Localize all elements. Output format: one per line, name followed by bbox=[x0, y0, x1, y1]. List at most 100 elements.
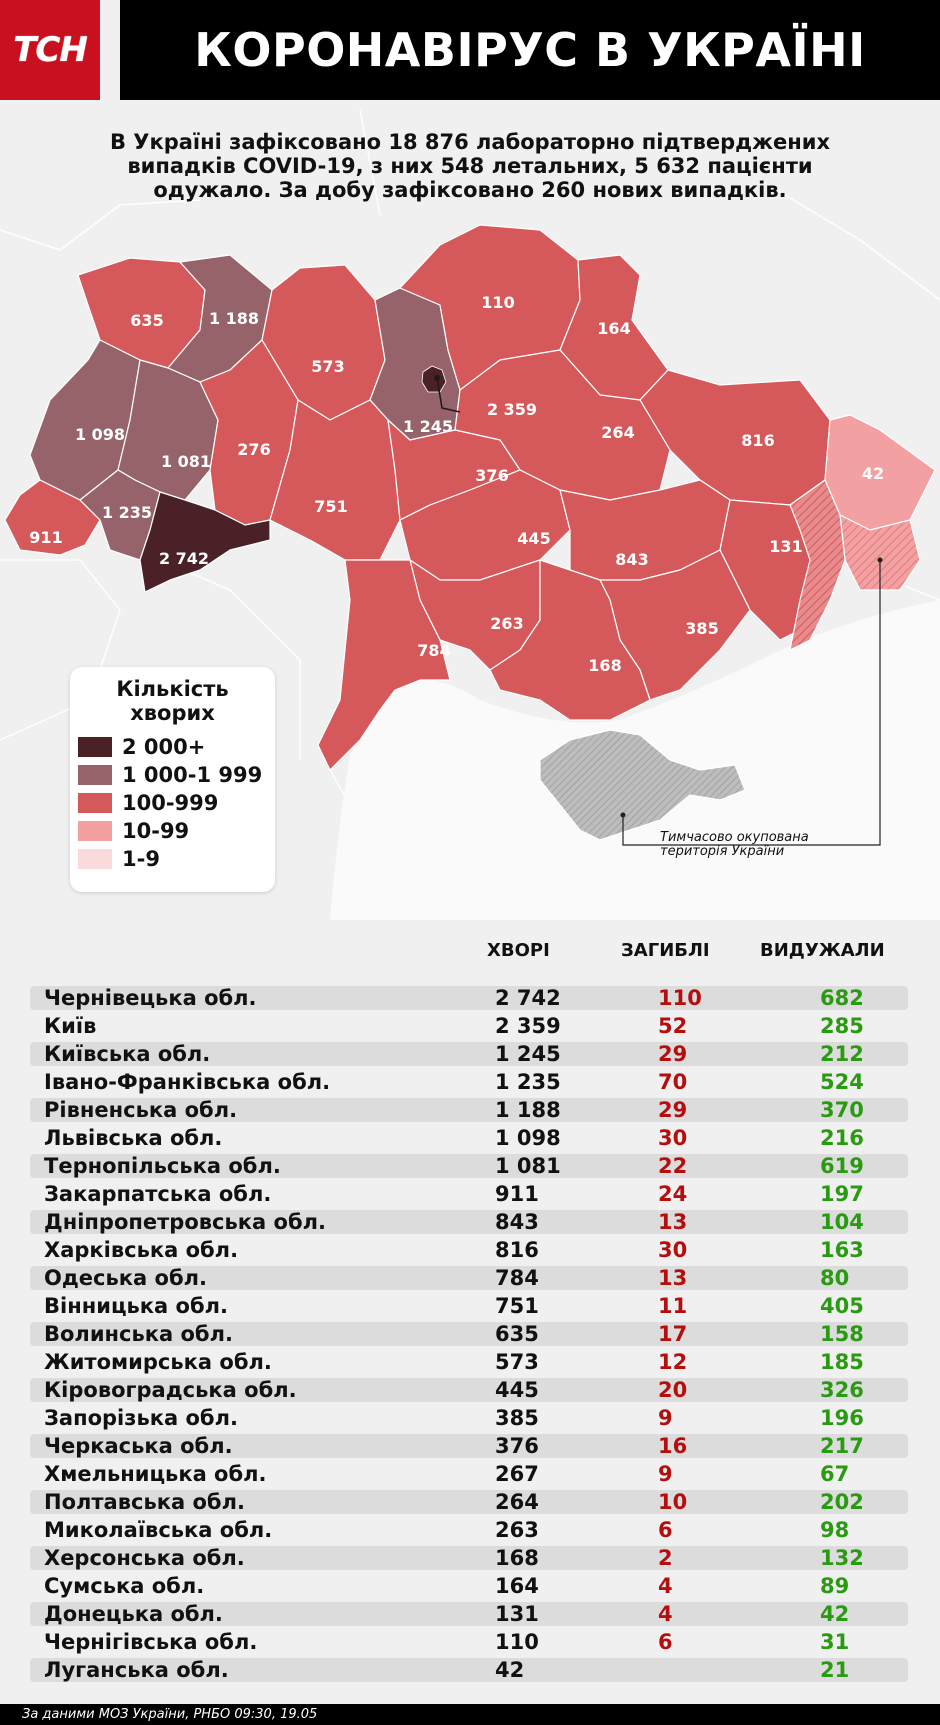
label-kyiv-city: 2 359 bbox=[487, 400, 537, 419]
legend-title-line-1: Кількість bbox=[116, 677, 229, 701]
death-count-cell: 12 bbox=[658, 1350, 688, 1374]
intro-line-1: В Україні зафіксовано 18 876 лабораторно… bbox=[109, 130, 831, 154]
recovered-count-cell: 216 bbox=[820, 1126, 864, 1150]
recovered-count-cell: 524 bbox=[820, 1070, 864, 1094]
region-name-cell: Харківська обл. bbox=[44, 1238, 239, 1262]
tsn-logo: ТСН bbox=[0, 0, 100, 100]
label-chernihiv: 110 bbox=[481, 293, 514, 312]
table-row: Київ 2 359 52 285 bbox=[30, 1014, 908, 1038]
table-row: Вінницька обл. 751 11 405 bbox=[30, 1294, 908, 1318]
death-count-cell: 22 bbox=[658, 1154, 688, 1178]
sick-count-cell: 751 bbox=[495, 1294, 539, 1318]
region-chernivtsi bbox=[139, 491, 271, 593]
label-zakarpattia: 911 bbox=[29, 528, 62, 547]
recovered-count-cell: 682 bbox=[820, 986, 864, 1010]
legend-swatch bbox=[78, 793, 112, 813]
death-count-cell: 13 bbox=[658, 1210, 688, 1234]
recovered-count-cell: 405 bbox=[820, 1294, 864, 1318]
region-name-cell: Рівненська обл. bbox=[44, 1098, 238, 1122]
region-name-cell: Чернігівська обл. bbox=[44, 1630, 258, 1654]
region-name-cell: Кіровоградська обл. bbox=[44, 1378, 297, 1402]
death-count-cell: 110 bbox=[658, 986, 702, 1010]
region-name-cell: Сумська обл. bbox=[44, 1574, 205, 1598]
label-cherkasy: 376 bbox=[475, 466, 508, 485]
recovered-count-cell: 197 bbox=[820, 1182, 864, 1206]
sick-count-cell: 168 bbox=[495, 1546, 539, 1570]
page-title: КОРОНАВІРУС В УКРАЇНІ bbox=[194, 23, 866, 77]
death-count-cell: 70 bbox=[658, 1070, 688, 1094]
sick-count-cell: 843 bbox=[495, 1210, 539, 1234]
label-chernivtsi: 2 742 bbox=[159, 549, 209, 568]
region-name-cell: Донецька обл. bbox=[44, 1602, 223, 1626]
sick-count-cell: 635 bbox=[495, 1322, 539, 1346]
table-row: Київська обл. 1 245 29 212 bbox=[30, 1042, 908, 1066]
death-count-cell: 4 bbox=[658, 1574, 673, 1598]
table-row: Волинська обл. 635 17 158 bbox=[30, 1322, 908, 1346]
table-row: Луганська обл. 42 21 bbox=[30, 1658, 908, 1682]
label-zhytomyr: 573 bbox=[311, 357, 344, 376]
table-row: Сумська обл. 164 4 89 bbox=[30, 1574, 908, 1598]
sick-count-cell: 784 bbox=[495, 1266, 539, 1290]
table-row: Івано-Франківська обл. 1 235 70 524 bbox=[30, 1070, 908, 1094]
death-count-cell: 10 bbox=[658, 1490, 688, 1514]
recovered-count-cell: 202 bbox=[820, 1490, 864, 1514]
table-row: Житомирська обл. 573 12 185 bbox=[30, 1350, 908, 1374]
sick-count-cell: 573 bbox=[495, 1350, 539, 1374]
table-row: Донецька обл. 131 4 42 bbox=[30, 1602, 908, 1626]
sick-count-cell: 1 081 bbox=[495, 1154, 561, 1178]
sick-count-cell: 110 bbox=[495, 1630, 539, 1654]
occupied-note-line-1: Тимчасово окупована bbox=[660, 830, 809, 845]
legend-swatch bbox=[78, 821, 112, 841]
map-regions bbox=[4, 224, 936, 841]
table-row: Рівненська обл. 1 188 29 370 bbox=[30, 1098, 908, 1122]
region-name-cell: Хмельницька обл. bbox=[44, 1462, 267, 1486]
recovered-count-cell: 158 bbox=[820, 1322, 864, 1346]
region-odesa bbox=[317, 559, 451, 771]
legend-item: 2 000+ bbox=[78, 735, 205, 759]
label-kharkiv: 816 bbox=[741, 431, 774, 450]
recovered-count-cell: 212 bbox=[820, 1042, 864, 1066]
death-count-cell: 30 bbox=[658, 1126, 688, 1150]
crimea-occupied bbox=[539, 729, 746, 841]
legend-label: 10-99 bbox=[122, 819, 190, 843]
intro-line-3: одужало. За добу зафіксовано 260 нових в… bbox=[153, 178, 787, 202]
region-vinnytsia bbox=[269, 399, 401, 561]
table-row: Полтавська обл. 264 10 202 bbox=[30, 1490, 908, 1514]
sick-count-cell: 2 742 bbox=[495, 986, 561, 1010]
label-poltava: 264 bbox=[601, 423, 634, 442]
label-lviv: 1 098 bbox=[75, 425, 125, 444]
recovered-count-cell: 31 bbox=[820, 1630, 850, 1654]
table-row: Одеська обл. 784 13 80 bbox=[30, 1266, 908, 1290]
occupied-territory-note: Тимчасово окупована територія України bbox=[660, 831, 860, 859]
death-count-cell: 11 bbox=[658, 1294, 688, 1318]
recovered-count-cell: 89 bbox=[820, 1574, 850, 1598]
label-kherson: 168 bbox=[588, 656, 621, 675]
table-row: Тернопільська обл. 1 081 22 619 bbox=[30, 1154, 908, 1178]
recovered-count-cell: 619 bbox=[820, 1154, 864, 1178]
recovered-count-cell: 326 bbox=[820, 1378, 864, 1402]
death-count-cell: 9 bbox=[658, 1406, 673, 1430]
region-name-cell: Херсонська обл. bbox=[44, 1546, 245, 1570]
ukraine-map: 635 1 188 573 1 245 2 359 110 164 816 42… bbox=[0, 109, 940, 901]
map-legend: Кількість хворих 2 000+ 1 000-1 999 100-99… bbox=[70, 667, 275, 892]
table-row: Черкаська обл. 376 16 217 bbox=[30, 1434, 908, 1458]
region-name-cell: Київська обл. bbox=[44, 1042, 211, 1066]
sick-count-cell: 1 188 bbox=[495, 1098, 561, 1122]
map-region-labels: 635 1 188 573 1 245 2 359 110 164 816 42… bbox=[29, 293, 884, 675]
recovered-count-cell: 21 bbox=[820, 1658, 850, 1682]
region-name-cell: Дніпропетровська обл. bbox=[44, 1210, 326, 1234]
legend-item: 1 000-1 999 bbox=[78, 763, 262, 787]
death-count-cell: 29 bbox=[658, 1042, 688, 1066]
region-name-cell: Житомирська обл. bbox=[44, 1350, 272, 1374]
intro-text: В Україні зафіксовано 18 876 лабораторно… bbox=[50, 130, 890, 202]
legend-item: 100-999 bbox=[78, 791, 218, 815]
label-zaporizhzhia: 385 bbox=[685, 619, 718, 638]
sick-count-cell: 42 bbox=[495, 1658, 525, 1682]
label-vinnytsia: 751 bbox=[314, 497, 347, 516]
death-count-cell: 17 bbox=[658, 1322, 688, 1346]
legend-title-line-2: хворих bbox=[130, 701, 215, 725]
table-row: Херсонська обл. 168 2 132 bbox=[30, 1546, 908, 1570]
region-name-cell: Миколаївська обл. bbox=[44, 1518, 273, 1542]
recovered-count-cell: 132 bbox=[820, 1546, 864, 1570]
